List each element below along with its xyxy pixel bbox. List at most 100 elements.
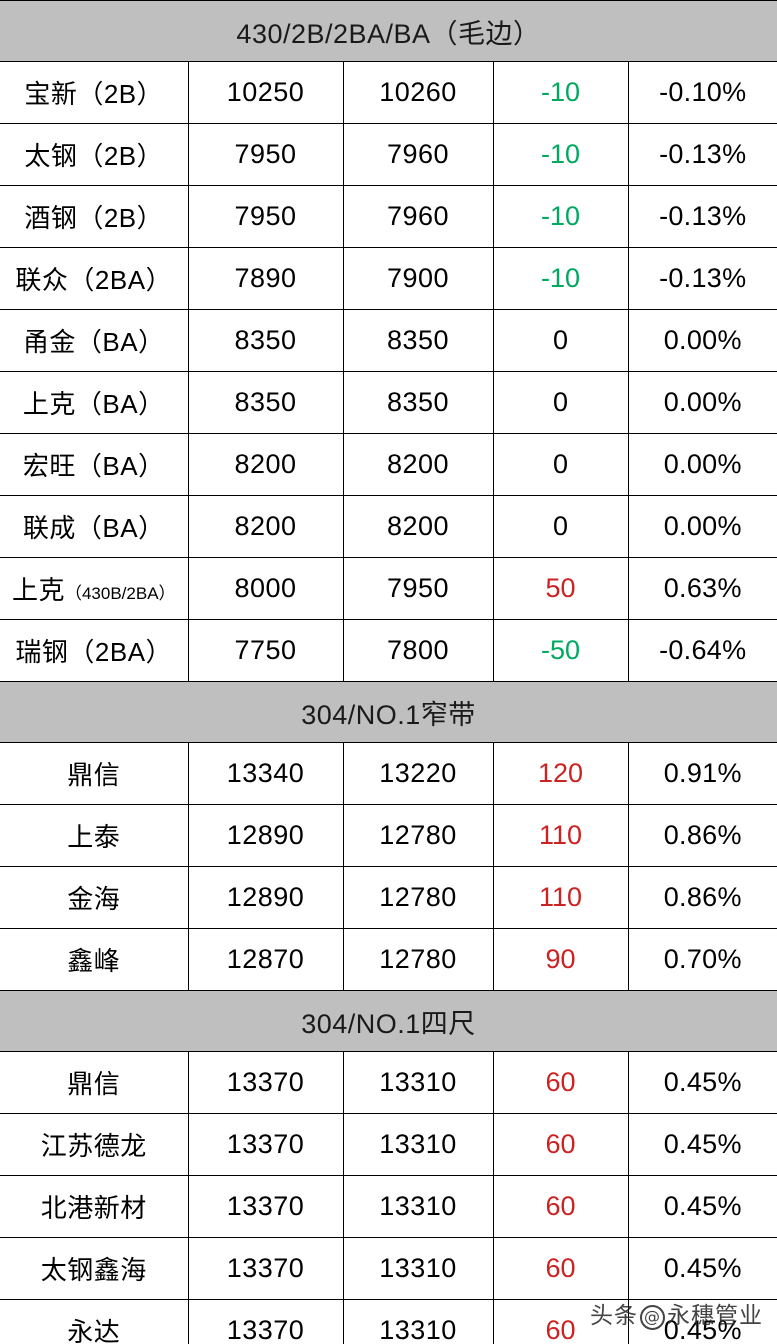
cell-percent-change: 0.70% [627,928,777,991]
cell-percent-change: 0.45% [627,1237,777,1300]
table-row: 甬金（BA） 8350 8350 0 0.00% [0,309,777,372]
cell-previous-price: 7960 [342,123,494,186]
cell-today-price: 13370 [187,1299,344,1344]
cell-percent-change: 0.86% [627,804,777,867]
cell-percent-change: -0.13% [627,123,777,186]
cell-mill-name: 宝新（2B） [0,61,189,124]
mill-name-main: 宏旺（BA） [22,451,165,481]
cell-previous-price: 7950 [342,557,494,620]
cell-percent-change: 0.00% [627,433,777,496]
cell-previous-price: 8350 [342,309,494,372]
section-header-row: 304/NO.1四尺 [0,990,777,1052]
cell-today-price: 8350 [187,371,344,434]
cell-percent-change: -0.13% [627,185,777,248]
cell-mill-name: 上泰 [0,804,189,867]
cell-today-price: 13370 [187,1113,344,1176]
table-row: 宏旺（BA） 8200 8200 0 0.00% [0,433,777,496]
cell-today-price: 7950 [187,185,344,248]
cell-today-price: 8350 [187,309,344,372]
cell-previous-price: 13310 [342,1113,494,1176]
cell-today-price: 8200 [187,433,344,496]
cell-previous-price: 13220 [342,742,494,805]
cell-price-change: -10 [492,61,629,124]
cell-mill-name: 宏旺（BA） [0,433,189,496]
cell-percent-change: 0.45% [627,1051,777,1114]
cell-previous-price: 13310 [342,1051,494,1114]
cell-mill-name: 联成（BA） [0,495,189,558]
mill-name-main: 太钢鑫海 [40,1255,147,1285]
cell-price-change: 0 [492,309,629,372]
cell-today-price: 7950 [187,123,344,186]
cell-price-change: 0 [492,433,629,496]
cell-today-price: 13370 [187,1051,344,1114]
cell-percent-change: 0.00% [627,371,777,434]
mill-name-main: 酒钢（2B） [24,203,164,233]
table-row: 联众（2BA） 7890 7900 -10 -0.13% [0,247,777,310]
cell-percent-change: 0.00% [627,495,777,558]
section-title: 304/NO.1窄带 [0,681,777,743]
cell-price-change: 60 [492,1113,629,1176]
cell-price-change: 0 [492,495,629,558]
cell-percent-change: -0.64% [627,619,777,682]
mill-name-main: 甬金（BA） [22,327,165,357]
cell-today-price: 13370 [187,1175,344,1238]
cell-today-price: 8200 [187,495,344,558]
cell-percent-change: -0.10% [627,61,777,124]
cell-previous-price: 7900 [342,247,494,310]
cell-mill-name: 上克（430B/2BA） [0,557,189,620]
cell-percent-change: 0.45% [627,1299,777,1344]
cell-mill-name: 上克（BA） [0,371,189,434]
mill-name-main: 联成（BA） [22,513,165,543]
cell-previous-price: 8350 [342,371,494,434]
cell-mill-name: 金海 [0,866,189,929]
cell-percent-change: 0.45% [627,1113,777,1176]
cell-mill-name: 甬金（BA） [0,309,189,372]
cell-today-price: 7890 [187,247,344,310]
mill-name-main: 北港新材 [40,1193,147,1223]
cell-mill-name: 瑞钢（2BA） [0,619,189,682]
mill-name-main: 瑞钢（2BA） [15,637,173,667]
mill-name-main: 金海 [67,884,121,914]
cell-previous-price: 13310 [342,1175,494,1238]
mill-name-main: 永达 [67,1317,121,1344]
cell-percent-change: -0.13% [627,247,777,310]
mill-name-main: 太钢（2B） [24,141,164,171]
cell-mill-name: 鑫峰 [0,928,189,991]
cell-today-price: 7750 [187,619,344,682]
table-row: 联成（BA） 8200 8200 0 0.00% [0,495,777,558]
cell-price-change: -10 [492,123,629,186]
cell-previous-price: 12780 [342,866,494,929]
mill-name-spec: （430B/2BA） [64,584,176,603]
cell-previous-price: 12780 [342,804,494,867]
cell-today-price: 10250 [187,61,344,124]
table-row: 瑞钢（2BA） 7750 7800 -50 -0.64% [0,619,777,682]
section-title: 430/2B/2BA/BA（毛边） [0,0,777,62]
cell-previous-price: 7960 [342,185,494,248]
cell-today-price: 8000 [187,557,344,620]
mill-name-main: 江苏德龙 [40,1131,147,1161]
mill-name-main: 上泰 [67,822,121,852]
cell-price-change: 0 [492,371,629,434]
cell-mill-name: 北港新材 [0,1175,189,1238]
cell-today-price: 13370 [187,1237,344,1300]
cell-price-change: -50 [492,619,629,682]
cell-price-change: 90 [492,928,629,991]
cell-price-change: 60 [492,1175,629,1238]
cell-mill-name: 永达 [0,1299,189,1344]
section-title: 304/NO.1四尺 [0,990,777,1052]
mill-name-main: 鑫峰 [67,946,121,976]
table-row: 上泰 12890 12780 110 0.86% [0,804,777,867]
mill-name-main: 上克（BA） [22,389,165,419]
table-row: 金海 12890 12780 110 0.86% [0,866,777,929]
table-row: 江苏德龙 13370 13310 60 0.45% [0,1113,777,1176]
cell-previous-price: 13310 [342,1237,494,1300]
cell-price-change: 110 [492,804,629,867]
section-header-row: 304/NO.1窄带 [0,681,777,743]
cell-mill-name: 太钢鑫海 [0,1237,189,1300]
cell-today-price: 13340 [187,742,344,805]
cell-mill-name: 太钢（2B） [0,123,189,186]
table-row: 宝新（2B） 10250 10260 -10 -0.10% [0,61,777,124]
table-row: 永达 13370 13310 60 0.45% [0,1299,777,1344]
